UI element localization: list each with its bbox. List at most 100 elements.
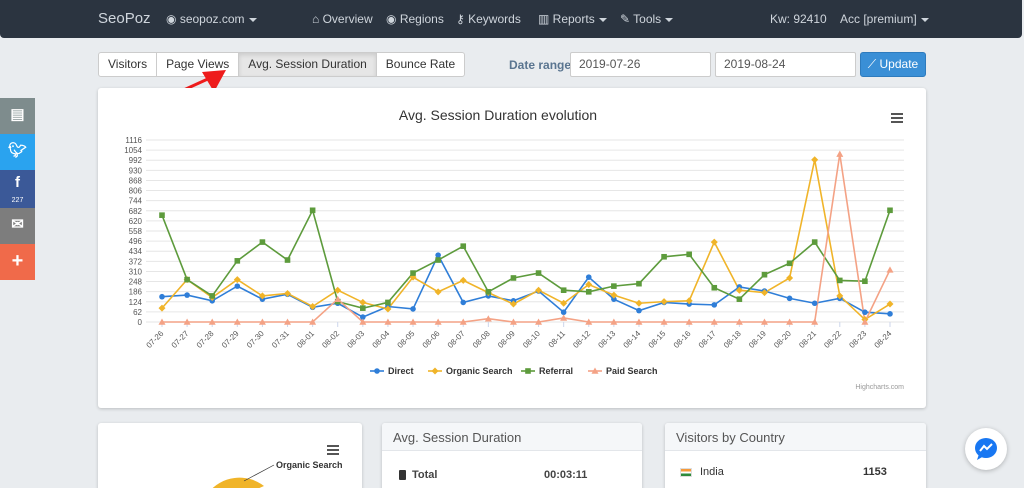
- data-point-organic-search[interactable]: [635, 299, 643, 307]
- series-line-paid-search[interactable]: [162, 153, 891, 325]
- site-selector[interactable]: ◉ seopoz.com: [166, 12, 257, 26]
- data-point-paid-search[interactable]: [309, 318, 317, 325]
- data-point-referral[interactable]: [284, 257, 291, 263]
- email-share-button[interactable]: ✉: [0, 208, 35, 244]
- data-point-paid-search[interactable]: [459, 318, 467, 325]
- data-point-organic-search[interactable]: [685, 297, 693, 305]
- data-point-paid-search[interactable]: [685, 318, 693, 325]
- data-point-direct[interactable]: [786, 295, 793, 302]
- data-point-referral[interactable]: [259, 239, 266, 245]
- chart-credit[interactable]: Highcharts.com: [855, 384, 904, 391]
- print-share-button[interactable]: ▤: [0, 98, 35, 134]
- data-point-paid-search[interactable]: [158, 318, 166, 325]
- data-point-direct[interactable]: [234, 283, 241, 289]
- data-point-organic-search[interactable]: [359, 298, 367, 306]
- data-point-referral[interactable]: [360, 305, 366, 311]
- data-point-referral[interactable]: [836, 277, 843, 284]
- data-point-paid-search[interactable]: [811, 318, 819, 325]
- start-date-input[interactable]: 2019-07-26: [570, 52, 711, 77]
- data-point-referral[interactable]: [585, 289, 592, 295]
- end-date-input[interactable]: 2019-08-24: [715, 52, 856, 77]
- data-point-direct[interactable]: [811, 300, 818, 307]
- data-point-organic-search[interactable]: [158, 304, 166, 312]
- data-point-direct[interactable]: [887, 311, 893, 317]
- series-line-direct[interactable]: [161, 253, 891, 318]
- data-point-direct[interactable]: [460, 299, 467, 306]
- data-point-paid-search[interactable]: [409, 318, 417, 325]
- data-point-organic-search[interactable]: [284, 289, 292, 297]
- facebook-share-button[interactable]: f 227: [0, 170, 35, 208]
- data-point-organic-search[interactable]: [836, 292, 844, 300]
- data-point-direct[interactable]: [560, 309, 567, 316]
- legend-item-referral[interactable]: Referral: [539, 366, 573, 376]
- data-point-referral[interactable]: [510, 275, 517, 281]
- data-point-paid-search[interactable]: [258, 318, 266, 325]
- data-point-referral[interactable]: [862, 278, 868, 285]
- nav-overview[interactable]: ⌂ Overview: [312, 12, 373, 26]
- data-point-paid-search[interactable]: [434, 318, 442, 325]
- data-point-direct[interactable]: [636, 307, 642, 314]
- data-point-referral[interactable]: [435, 257, 441, 263]
- data-point-paid-search[interactable]: [660, 318, 668, 325]
- data-point-paid-search[interactable]: [585, 318, 593, 325]
- series-line-referral[interactable]: [161, 208, 891, 309]
- pie-menu-icon[interactable]: [327, 445, 339, 455]
- data-point-referral[interactable]: [209, 293, 216, 299]
- data-point-referral[interactable]: [887, 207, 893, 214]
- data-point-paid-search[interactable]: [509, 318, 517, 325]
- data-point-organic-search[interactable]: [258, 292, 266, 300]
- nav-keywords[interactable]: ⚷ Keywords: [456, 12, 521, 26]
- data-point-organic-search[interactable]: [786, 274, 794, 282]
- account-menu[interactable]: Acc [premium]: [840, 12, 929, 26]
- data-point-organic-search[interactable]: [459, 276, 467, 284]
- data-point-paid-search[interactable]: [535, 318, 543, 325]
- data-point-organic-search[interactable]: [760, 289, 768, 297]
- data-point-direct[interactable]: [435, 252, 441, 258]
- data-point-organic-search[interactable]: [710, 238, 718, 246]
- data-point-paid-search[interactable]: [484, 315, 492, 322]
- tab-bounce-rate[interactable]: Bounce Rate: [375, 52, 466, 77]
- data-point-referral[interactable]: [686, 251, 692, 258]
- data-point-organic-search[interactable]: [233, 276, 241, 284]
- data-point-referral[interactable]: [611, 283, 617, 289]
- data-point-paid-search[interactable]: [183, 318, 191, 325]
- data-point-paid-search[interactable]: [635, 318, 643, 325]
- data-point-organic-search[interactable]: [610, 291, 618, 299]
- data-point-referral[interactable]: [811, 239, 818, 245]
- data-point-direct[interactable]: [862, 309, 868, 316]
- data-point-referral[interactable]: [159, 212, 165, 218]
- legend-item-paid-search[interactable]: Paid Search: [606, 366, 658, 376]
- data-point-referral[interactable]: [736, 296, 743, 302]
- data-point-paid-search[interactable]: [284, 318, 292, 325]
- data-point-organic-search[interactable]: [334, 286, 342, 294]
- data-point-referral[interactable]: [385, 299, 391, 306]
- data-point-direct[interactable]: [611, 296, 617, 302]
- data-point-organic-search[interactable]: [384, 305, 392, 313]
- data-point-organic-search[interactable]: [585, 280, 593, 288]
- data-point-referral[interactable]: [636, 280, 642, 287]
- tab-page-views[interactable]: Page Views: [156, 52, 240, 77]
- twitter-share-button[interactable]: 🐦︎: [0, 134, 35, 170]
- data-point-paid-search[interactable]: [710, 318, 718, 325]
- data-point-referral[interactable]: [560, 287, 567, 293]
- data-point-direct[interactable]: [159, 293, 165, 300]
- data-point-direct[interactable]: [410, 306, 416, 312]
- data-point-referral[interactable]: [184, 276, 190, 283]
- data-point-organic-search[interactable]: [560, 299, 568, 307]
- data-point-paid-search[interactable]: [208, 318, 216, 325]
- data-point-organic-search[interactable]: [811, 156, 819, 164]
- data-point-organic-search[interactable]: [509, 300, 517, 308]
- nav-reports[interactable]: ▥ Reports: [538, 12, 607, 26]
- data-point-paid-search[interactable]: [886, 266, 894, 273]
- data-point-paid-search[interactable]: [610, 318, 618, 325]
- data-point-organic-search[interactable]: [660, 298, 668, 306]
- data-point-paid-search[interactable]: [334, 295, 342, 302]
- data-point-referral[interactable]: [410, 270, 416, 276]
- data-point-referral[interactable]: [786, 260, 793, 267]
- data-point-paid-search[interactable]: [735, 318, 743, 325]
- data-point-paid-search[interactable]: [560, 314, 568, 321]
- series-line-organic-search[interactable]: [161, 159, 891, 321]
- data-point-direct[interactable]: [585, 274, 592, 280]
- tab-avg-session-duration[interactable]: Avg. Session Duration: [238, 52, 377, 77]
- more-share-button[interactable]: +: [0, 244, 35, 280]
